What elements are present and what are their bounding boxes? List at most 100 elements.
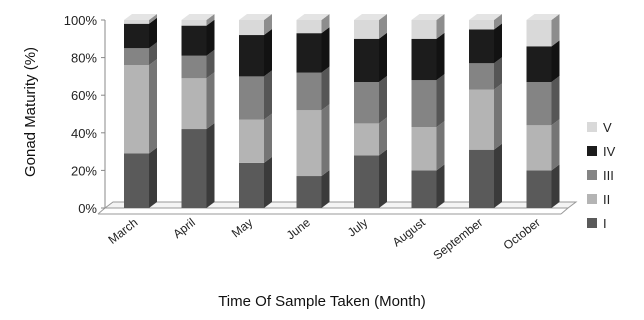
legend-swatch-ii [587, 194, 597, 204]
bar-segment-ii-july-side [379, 117, 387, 156]
bar-segment-iii-october [526, 82, 552, 126]
bar-top-june [296, 14, 330, 20]
bar-segment-iii-june [296, 72, 322, 111]
bar-top-march [124, 14, 157, 20]
x-tick-label: June [284, 215, 313, 242]
bar-segment-i-march [124, 153, 149, 208]
bar-segment-iv-march-side [149, 17, 157, 49]
bar-segment-ii-may [239, 119, 264, 163]
bar-segment-iv-october-side [551, 40, 560, 83]
bar-segment-v-april [181, 20, 207, 26]
bar-stack-may [239, 14, 272, 208]
bar-segment-iii-september-side [494, 57, 502, 90]
bar-segment-i-july-side [379, 149, 387, 208]
legend-label-ii: II [603, 192, 610, 207]
bar-segment-ii-august [411, 127, 437, 171]
bar-segment-iv-june-side [321, 27, 330, 73]
bar-segment-iii-september [469, 63, 494, 90]
legend-swatch-iii [587, 170, 597, 180]
bar-segment-v-march [124, 20, 149, 24]
bar-stack-march [124, 14, 157, 208]
bar-segment-iv-may [239, 35, 264, 77]
bar-segment-i-june-side [321, 170, 330, 208]
bar-top-october [526, 14, 560, 20]
y-tick-label: 60% [71, 88, 97, 103]
bar-segment-v-june [296, 20, 322, 34]
bar-segment-v-may [239, 20, 264, 36]
bar-segment-iii-may [239, 76, 264, 120]
bar-segment-iii-march [124, 48, 149, 66]
bar-stack-september [469, 14, 502, 208]
y-tick-label: 20% [71, 163, 97, 178]
bar-segment-iii-october-side [551, 76, 560, 126]
bar-segment-iv-march [124, 23, 149, 49]
y-tick-label: 0% [78, 201, 97, 216]
bar-stack-october [526, 14, 560, 208]
bar-segment-iii-july [354, 82, 379, 124]
bar-segment-iv-september [469, 29, 494, 64]
bar-segment-v-july [354, 20, 379, 39]
bar-segment-v-october-side [551, 14, 560, 47]
x-tick-label: April [170, 215, 198, 241]
bar-top-july [354, 14, 387, 20]
bar-top-august [411, 14, 445, 20]
y-tick-label: 40% [71, 126, 97, 141]
x-tick-label: September [430, 215, 485, 262]
bar-segment-v-september [469, 20, 494, 30]
bar-segment-ii-march-side [149, 59, 157, 154]
bar-segment-iv-august-side [436, 32, 445, 81]
bar-segment-i-october [526, 170, 552, 208]
legend-swatch-iv [587, 146, 597, 156]
bar-segment-i-september-side [494, 143, 502, 208]
bar-segment-i-june [296, 176, 322, 208]
legend-label-iv: IV [603, 144, 616, 159]
bar-segment-v-july-side [379, 14, 387, 39]
y-tick-label: 80% [71, 51, 97, 66]
bar-top-may [239, 14, 272, 20]
bar-segment-iv-june [296, 33, 322, 73]
bar-segment-v-march-side [149, 14, 157, 24]
bar-segment-i-may [239, 162, 264, 208]
bar-segment-iv-april-side [206, 19, 215, 56]
bar-stack-august [411, 14, 445, 208]
bar-segment-v-august [411, 20, 437, 39]
bar-segment-iv-september-side [494, 23, 502, 64]
legend-label-i: I [603, 216, 607, 231]
bar-segment-v-september-side [494, 14, 502, 30]
chart-axes: 0% 20% 40% 60% 80% 100% [64, 13, 578, 216]
legend-label-iii: III [603, 168, 614, 183]
bar-stack-july [354, 14, 387, 208]
bar-segment-ii-september [469, 89, 494, 150]
bar-segment-v-august-side [436, 14, 445, 39]
x-tick-label: July [345, 215, 370, 239]
bar-segment-i-july [354, 155, 379, 208]
bar-segment-iv-april [181, 25, 207, 56]
bar-segment-ii-july [354, 123, 379, 156]
bar-segment-ii-march [124, 65, 149, 154]
bar-stack-april [181, 14, 215, 208]
bar-segment-iii-august [411, 80, 437, 128]
bar-segment-i-october-side [551, 164, 560, 208]
x-tick-label: October [501, 215, 543, 252]
bar-segment-ii-april [181, 78, 207, 130]
bar-top-april [181, 14, 215, 20]
bar-segment-iii-august-side [436, 74, 445, 128]
floor-right-edge [560, 207, 569, 215]
bar-segment-iv-october [526, 46, 552, 83]
floor-edge [97, 207, 106, 215]
bar-segment-i-april [181, 129, 207, 208]
bar-segment-i-august [411, 170, 437, 208]
x-axis-tick-labels: March April May June July August September Octo… [105, 215, 542, 263]
x-tick-label: August [390, 215, 429, 249]
bar-segment-ii-october [526, 125, 552, 171]
bar-segment-iii-april-side [206, 49, 215, 79]
bar-segment-ii-september-side [494, 83, 502, 150]
bar-segment-v-june-side [321, 14, 330, 34]
bar-segment-i-september [469, 149, 494, 208]
legend-swatch-i [587, 218, 597, 228]
bar-segment-ii-may-side [264, 113, 272, 163]
bar-segment-ii-june [296, 110, 322, 177]
legend-label-v: V [603, 120, 612, 135]
